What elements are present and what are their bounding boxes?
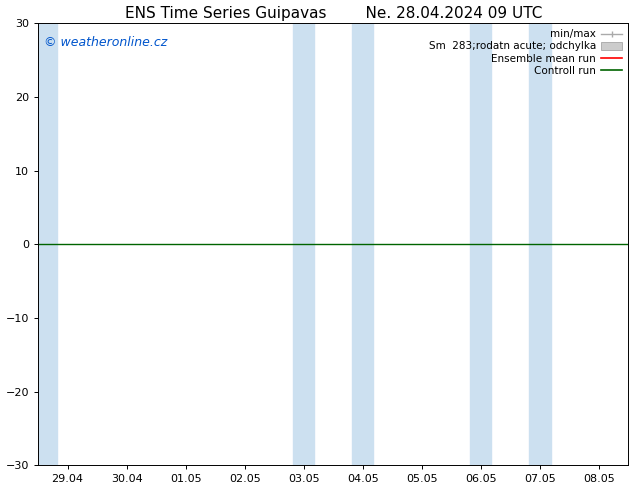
Bar (352, 23, 373, 466)
Bar (470, 23, 491, 466)
Legend: min/max, Sm  283;rodatn acute; odchylka, Ensemble mean run, Controll run: min/max, Sm 283;rodatn acute; odchylka, … (426, 26, 625, 79)
Text: © weatheronline.cz: © weatheronline.cz (44, 36, 167, 49)
Title: ENS Time Series Guipavas        Ne. 28.04.2024 09 UTC: ENS Time Series Guipavas Ne. 28.04.2024 … (124, 5, 542, 21)
Bar (38, 23, 57, 466)
Bar (529, 23, 550, 466)
Bar (293, 23, 314, 466)
